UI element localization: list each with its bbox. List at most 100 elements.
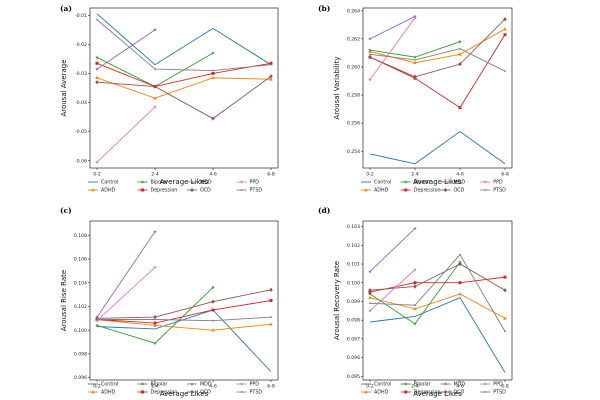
y-tick-label: 0.098 (347, 318, 360, 324)
legend-entry: PPD (480, 382, 503, 388)
legend-marker (240, 391, 243, 393)
legend-entry: PTSD (236, 188, 262, 194)
legend-entry: MDD (440, 180, 465, 186)
x-tick-label: 4-6 (209, 384, 217, 390)
legend-label: MDD (200, 180, 212, 186)
y-tick-label: 0.262 (347, 36, 360, 42)
legend-label: Depression (151, 188, 178, 194)
panel-a: (a) -0.06 -0.05 -0.04 -0.03 -0.02 -0.01 0-2 2-4 4… (60, 4, 279, 194)
series-line (96, 309, 272, 372)
y-tick-label: -0.05 (75, 129, 87, 135)
series-line (97, 316, 272, 322)
data-point (413, 267, 417, 272)
data-point (414, 59, 416, 61)
legend-label: PTSD (493, 390, 506, 396)
data-point (458, 62, 462, 67)
x-tick-label: 4-6 (209, 172, 217, 178)
legend-entry: OCD (187, 390, 211, 396)
legend-marker (364, 390, 368, 394)
legend-marker (91, 390, 95, 394)
legend-entry: MDD (440, 382, 466, 388)
data-point (95, 80, 99, 85)
legend-label: Bipolar (414, 180, 431, 186)
x-tick-label: 2-4 (411, 384, 419, 390)
y-tick-label: 0.102 (74, 304, 87, 310)
data-point (153, 341, 157, 345)
series-line (369, 228, 416, 272)
series-ppd (95, 105, 157, 164)
series-line (369, 253, 506, 332)
x-tick-label: 4-6 (456, 384, 464, 390)
legend-label: ADHD (374, 188, 389, 194)
legend-entry: OCD (440, 188, 465, 194)
legend-label: Depression (151, 390, 178, 396)
y-axis-label: Arousal Rise Rate (60, 270, 68, 331)
x-axis-label: Average Likes (160, 390, 209, 398)
data-point (459, 253, 461, 256)
y-tick-label: 0.260 (347, 65, 360, 71)
data-point (153, 84, 157, 89)
legend-label: Bipolar (151, 180, 168, 186)
series-line (96, 266, 156, 322)
series-control (96, 309, 272, 372)
data-point (413, 60, 417, 65)
legend-marker (140, 180, 145, 184)
series-ptsd (369, 47, 506, 73)
legend-entry: Depression (137, 188, 178, 194)
legend: Control ADHD Bipolar Depression MDD OCD PPD PTS… (88, 382, 262, 396)
data-point (211, 71, 215, 75)
legend-marker (190, 382, 194, 386)
data-point (95, 67, 99, 71)
data-point (368, 48, 372, 52)
data-point (95, 55, 99, 59)
series-adhd (95, 75, 273, 100)
x-tick-label: 6-8 (501, 384, 509, 390)
series-adhd (368, 292, 507, 320)
legend-marker (190, 389, 194, 395)
legend-label: OCD (454, 188, 465, 194)
data-point (458, 261, 462, 267)
series-line (369, 293, 506, 319)
y-axis-label: Arousal Variability (333, 56, 341, 119)
y-tick-label: 0.099 (347, 299, 360, 305)
legend-label: MDD (454, 382, 466, 388)
series-ptsd (369, 253, 506, 333)
legend: Control ADHD Bipolar Depression MDD OCD PPD PTS… (361, 382, 506, 396)
legend-label: Bipolar (151, 382, 168, 388)
series-control (369, 130, 506, 165)
data-point (413, 284, 417, 289)
series-ocd (368, 261, 507, 293)
axes-frame (89, 220, 279, 381)
legend: Control ADHD Bipolar Depression MDD OCD PPD PTS… (88, 180, 262, 194)
legend-entry: Control (361, 180, 391, 186)
data-point (211, 75, 215, 80)
data-point (368, 269, 372, 274)
legend-label: Control (101, 382, 118, 388)
data-point (269, 74, 273, 79)
legend-marker (443, 382, 448, 386)
y-tick-label: 0.254 (347, 149, 360, 155)
y-axis-label: Arousal Average (60, 59, 68, 116)
y-tick-label: 0.097 (347, 336, 360, 342)
y-tick-label: -0.04 (75, 100, 87, 106)
legend-label: PTSD (250, 390, 263, 396)
legend-entry: Depression (400, 188, 441, 194)
series-line (369, 48, 506, 72)
series-line (369, 28, 506, 64)
series-line (369, 276, 506, 293)
series-bipolar (95, 285, 215, 345)
y-tick-label: 0.102 (347, 243, 360, 249)
data-point (212, 69, 214, 72)
series-line (96, 106, 156, 163)
legend-label: PPD (493, 180, 503, 186)
series-line (369, 16, 416, 40)
data-point (458, 52, 462, 56)
series-ocd (95, 74, 273, 121)
data-point (154, 318, 156, 321)
panel-label: (c) (60, 206, 72, 215)
y-tick-label: 0.100 (347, 280, 360, 286)
legend-marker (484, 391, 487, 393)
data-point (269, 322, 273, 326)
legend-entry: Bipolar (137, 180, 168, 186)
